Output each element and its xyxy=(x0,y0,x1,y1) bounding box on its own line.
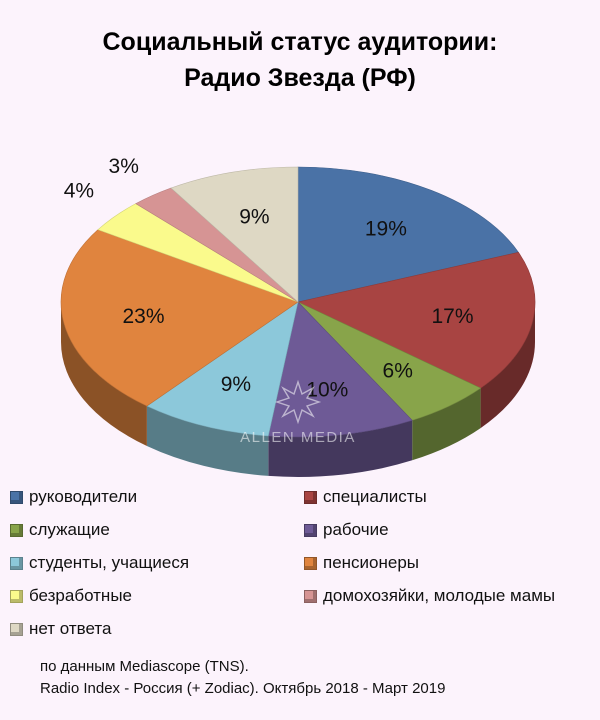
legend-item: специалисты xyxy=(304,486,590,508)
chart-title-line-2: Радио Звезда (РФ) xyxy=(184,64,416,92)
legend-label: специалисты xyxy=(323,487,427,506)
data-label-5: 23% xyxy=(122,305,164,328)
legend-item: домохозяйки, молодые мамы xyxy=(304,585,590,607)
legend-item: пенсионеры xyxy=(304,552,590,574)
pie-side-5 xyxy=(61,302,147,446)
data-label-7: 3% xyxy=(109,155,139,178)
legend-label: нет ответа xyxy=(29,619,112,638)
data-label-8: 9% xyxy=(239,205,269,228)
watermark-star-icon xyxy=(274,379,322,425)
legend-swatch xyxy=(304,490,317,504)
legend-swatch xyxy=(304,556,317,570)
legend-item: студенты, учащиеся xyxy=(10,552,304,574)
pie-slice-3 xyxy=(267,301,413,438)
legend-label: безработные xyxy=(29,586,132,605)
legend-label: руководители xyxy=(29,487,138,506)
chart-title: Социальный статус аудитории: Радио Звезд… xyxy=(0,24,600,96)
legend-item: рабочие xyxy=(304,519,590,541)
pie-data-labels: 19% 17% 6% 10% 9% 23% 4% 3% 9% xyxy=(64,155,474,402)
legend-label: студенты, учащиеся xyxy=(29,553,190,572)
data-label-6: 4% xyxy=(64,180,94,203)
data-label-4: 9% xyxy=(221,373,251,396)
pie-slice-4 xyxy=(146,301,299,437)
pie-side-3 xyxy=(268,420,413,477)
data-label-2: 6% xyxy=(383,360,413,383)
legend-item: нет ответа xyxy=(10,618,304,640)
legend-item: безработные xyxy=(10,585,304,607)
data-label-3: 10% xyxy=(306,379,348,402)
legend-swatch xyxy=(10,523,23,537)
legend-item: служащие xyxy=(10,519,304,541)
legend-label: служащие xyxy=(29,520,110,539)
legend-swatch xyxy=(304,589,317,603)
pie-slice-8 xyxy=(170,166,299,303)
pie-chart: 19% 17% 6% 10% 9% 23% 4% 3% 9% ALLEN MEDIA xyxy=(60,155,536,477)
source-line-2: Radio Index - Россия (+ Zodiac). Октябрь… xyxy=(40,680,446,697)
legend-label: домохозяйки, молодые мамы xyxy=(323,586,556,605)
source-line-1: по данным Mediascope (TNS). xyxy=(40,658,249,675)
watermark: ALLEN MEDIA xyxy=(240,379,356,446)
pie-slice-5 xyxy=(60,229,299,407)
pie-side-4 xyxy=(146,406,269,476)
legend-swatch xyxy=(10,622,23,636)
legend-swatch xyxy=(10,589,23,603)
source-note: по данным Mediascope (TNS). Radio Index … xyxy=(40,656,445,700)
watermark-text: ALLEN MEDIA xyxy=(240,429,356,446)
legend-label: пенсионеры xyxy=(323,553,420,572)
pie-slice-0 xyxy=(297,166,519,303)
legend: руководители специалисты служащие рабочие ст… xyxy=(10,486,600,640)
data-label-1: 17% xyxy=(431,305,473,328)
legend-swatch xyxy=(304,523,317,537)
legend-swatch xyxy=(10,490,23,504)
pie-slices xyxy=(60,166,536,438)
legend-label: рабочие xyxy=(323,520,389,539)
legend-item: руководители xyxy=(10,486,304,508)
pie-side-2 xyxy=(412,388,481,461)
pie-slice-1 xyxy=(297,251,536,389)
legend-swatch xyxy=(10,556,23,570)
data-label-0: 19% xyxy=(365,217,407,240)
chart-title-line-1: Социальный статус аудитории: xyxy=(102,28,498,56)
